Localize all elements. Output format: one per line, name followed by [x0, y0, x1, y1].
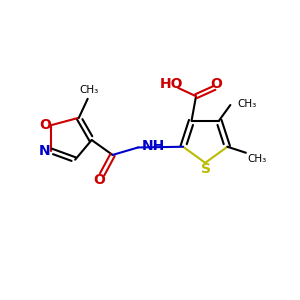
Text: S: S — [201, 162, 211, 176]
Text: CH₃: CH₃ — [247, 154, 267, 164]
Text: N: N — [39, 144, 50, 158]
Text: CH₃: CH₃ — [80, 85, 99, 95]
Text: O: O — [210, 77, 222, 91]
Text: O: O — [40, 118, 52, 132]
Text: NH: NH — [142, 139, 165, 153]
Text: O: O — [93, 173, 105, 187]
Text: HO: HO — [160, 77, 183, 91]
Text: CH₃: CH₃ — [238, 98, 257, 109]
